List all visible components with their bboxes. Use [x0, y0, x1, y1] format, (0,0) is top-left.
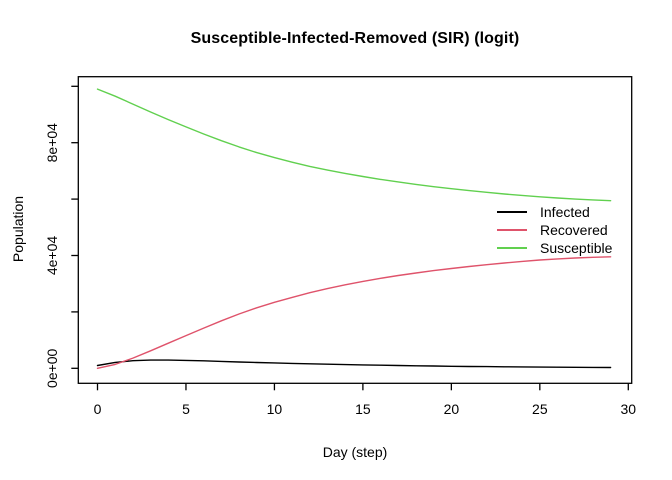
- legend-item-recovered: Recovered: [497, 221, 612, 239]
- x-axis-tick-label: 15: [355, 401, 371, 417]
- y-axis-tick-label: 4e+04: [44, 236, 60, 276]
- x-axis-tick-label: 10: [267, 401, 283, 417]
- legend: Infected Recovered Susceptible: [497, 203, 612, 257]
- y-axis-tick-label: 0e+00: [44, 348, 60, 388]
- x-axis-tick-label: 5: [182, 401, 190, 417]
- legend-label-susceptible: Susceptible: [540, 240, 613, 256]
- chart-title: Susceptible-Infected-Removed (SIR) (logi…: [190, 30, 520, 47]
- legend-label-infected: Infected: [540, 204, 590, 220]
- y-axis-label: Population: [10, 195, 26, 263]
- series-curve-recovered: [96, 256, 612, 369]
- legend-item-infected: Infected: [497, 203, 612, 221]
- x-axis-tick-label: 0: [94, 401, 102, 417]
- y-axis-tick-label: 8e+04: [44, 123, 60, 163]
- x-axis-label: Day (step): [322, 444, 388, 460]
- recovered-line-swatch: [497, 229, 527, 231]
- x-axis-tick-label: 20: [444, 401, 460, 417]
- x-axis-tick-label: 25: [532, 401, 548, 417]
- plot-box: [77, 76, 633, 384]
- series-curve-infected: [96, 359, 612, 369]
- x-axis-tick-label: 30: [621, 401, 637, 417]
- series-curve-susceptible: [96, 88, 612, 202]
- legend-label-recovered: Recovered: [540, 222, 608, 238]
- infected-line-swatch: [497, 211, 527, 213]
- susceptible-line-swatch: [497, 247, 527, 249]
- legend-item-susceptible: Susceptible: [497, 239, 612, 257]
